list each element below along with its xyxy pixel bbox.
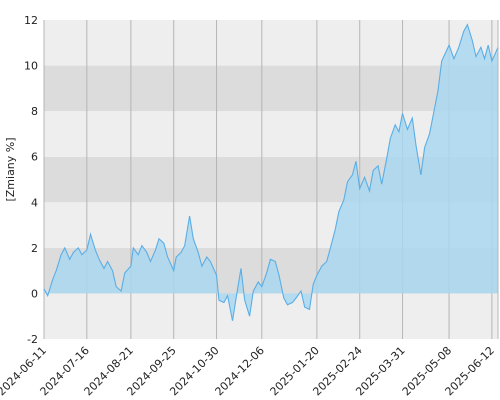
y-tick-label: 0 xyxy=(31,287,38,300)
series-line xyxy=(43,23,499,321)
y-axis-title: [Zmiany %] xyxy=(4,137,17,201)
plot-band xyxy=(44,20,498,66)
y-tick-label: 10 xyxy=(24,60,38,73)
series-area xyxy=(44,24,498,321)
x-tick-label: 2024-12-06 xyxy=(213,344,267,398)
y-tick-label: 2 xyxy=(31,242,38,255)
plot-band xyxy=(44,65,498,112)
y-tick-label: 8 xyxy=(31,105,38,118)
y-axis-ticks: -2 0 2 4 6 8 10 12 xyxy=(24,14,38,346)
y-tick-label: 6 xyxy=(31,151,38,164)
x-axis-ticks: 2024-06-112024-07-162024-08-212024-09-25… xyxy=(0,344,497,398)
plot-band xyxy=(44,293,498,339)
y-tick-label: -2 xyxy=(27,333,38,346)
plot-band xyxy=(44,111,498,157)
y-tick-label: 4 xyxy=(31,196,38,209)
y-tick-label: 12 xyxy=(24,14,38,27)
